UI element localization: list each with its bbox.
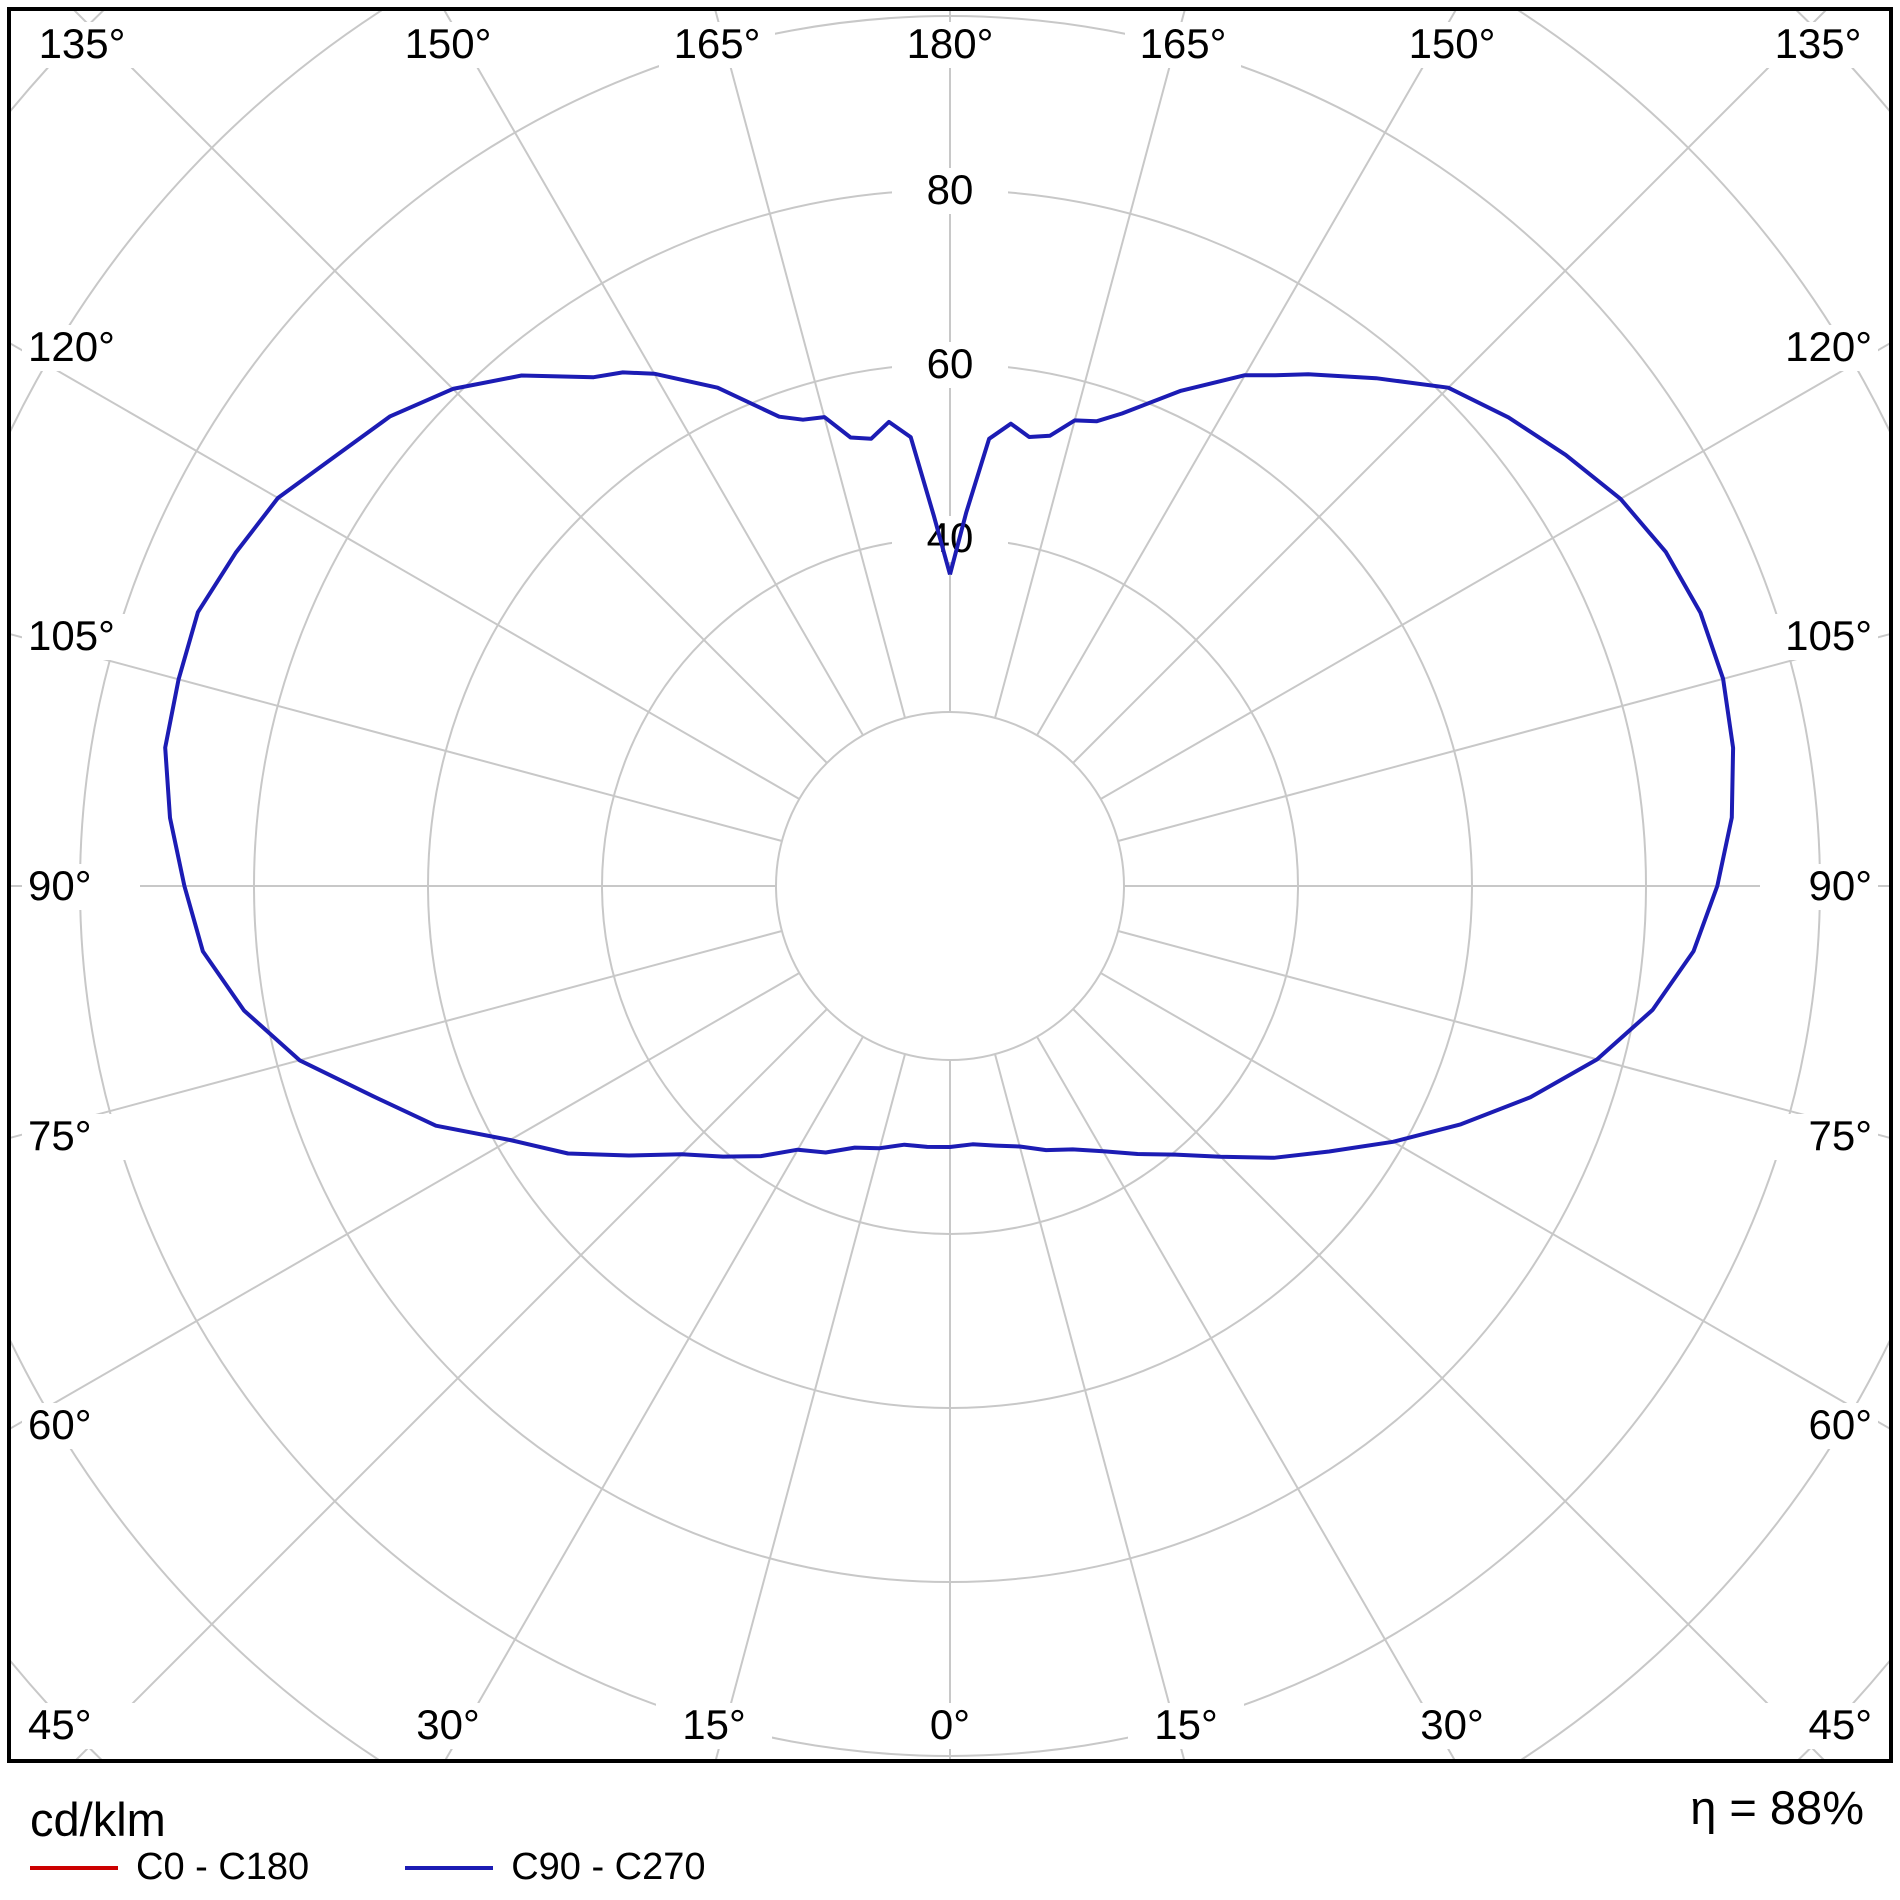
chart-frame-border	[7, 7, 1893, 1763]
svg-text:165°: 165°	[1140, 20, 1227, 67]
svg-text:15°: 15°	[682, 1701, 746, 1748]
svg-text:75°: 75°	[1808, 1112, 1872, 1159]
svg-text:135°: 135°	[39, 20, 126, 67]
svg-text:30°: 30°	[1420, 1701, 1484, 1748]
legend-swatch-c90-c270-line	[405, 1865, 494, 1870]
curve-c90-c270	[163, 370, 1736, 1160]
legend-item-c90-c270: C90 - C270	[405, 1846, 706, 1889]
legend-label-c0-c180: C0 - C180	[136, 1846, 310, 1888]
svg-text:45°: 45°	[28, 1701, 92, 1748]
svg-text:165°: 165°	[674, 20, 761, 67]
svg-text:180°: 180°	[907, 20, 994, 67]
svg-text:90°: 90°	[1808, 862, 1872, 909]
svg-text:150°: 150°	[405, 20, 492, 67]
svg-text:75°: 75°	[28, 1112, 92, 1159]
svg-text:150°: 150°	[1409, 20, 1496, 67]
svg-text:45°: 45°	[1808, 1701, 1872, 1748]
svg-text:105°: 105°	[1785, 612, 1872, 659]
svg-text:60: 60	[927, 340, 974, 387]
svg-text:135°: 135°	[1775, 20, 1862, 67]
svg-text:60°: 60°	[28, 1401, 92, 1448]
svg-text:120°: 120°	[28, 323, 115, 370]
legend: C0 - C180 C90 - C270	[30, 1846, 802, 1889]
svg-text:0°: 0°	[930, 1701, 970, 1748]
legend-swatch-c0-c180-line	[30, 1865, 118, 1870]
svg-text:90°: 90°	[28, 862, 92, 909]
legend-label-c90-c270: C90 - C270	[511, 1846, 706, 1888]
polar-grid	[11, 11, 1889, 1759]
svg-text:120°: 120°	[1785, 323, 1872, 370]
legend-item-c0-c180: C0 - C180	[30, 1846, 309, 1889]
svg-text:30°: 30°	[416, 1701, 480, 1748]
svg-text:60°: 60°	[1808, 1401, 1872, 1448]
chart-area: 40 60 80 135° 150° 165° 180° 165° 150° 135° 120° 12…	[7, 7, 1893, 1763]
svg-text:105°: 105°	[28, 612, 115, 659]
unit-label: cd/klm	[30, 1793, 166, 1846]
svg-text:15°: 15°	[1154, 1701, 1218, 1748]
efficiency-label: η = 88%	[1690, 1781, 1864, 1834]
svg-text:80: 80	[927, 166, 974, 213]
